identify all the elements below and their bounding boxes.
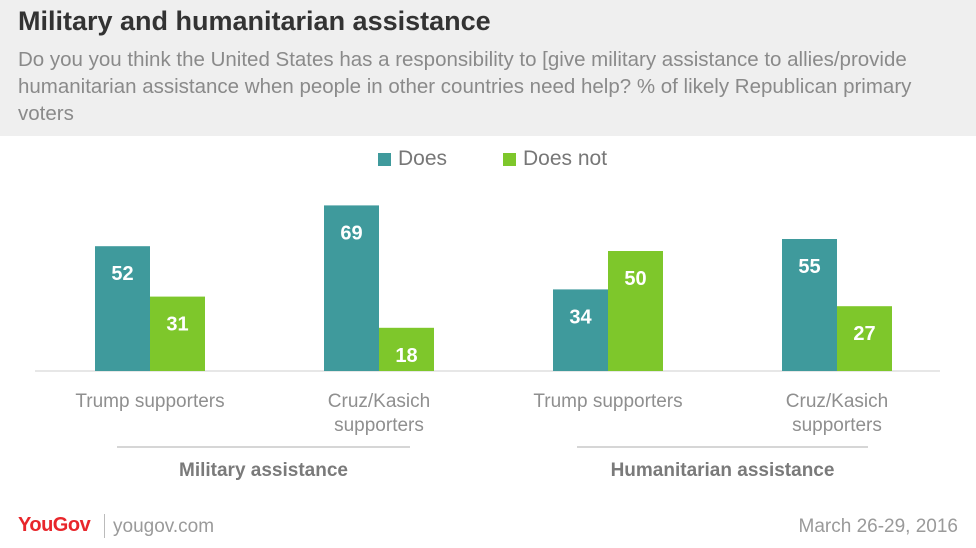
bar-does-not-2 <box>379 327 434 371</box>
data-label-does-not-3: 50 <box>624 268 646 290</box>
category-label-4-line-1: Cruz/Kasich <box>786 391 888 412</box>
data-label-does-2: 69 <box>340 222 362 244</box>
bar-does-2 <box>324 205 379 371</box>
legend-label-does: Does <box>398 147 448 170</box>
chart-title: Military and humanitarian assistance <box>18 6 491 36</box>
category-label-1-line-1: Trump supporters <box>75 391 224 412</box>
data-label-does-not-2: 18 <box>395 345 417 367</box>
data-label-does-not-4: 27 <box>853 323 875 345</box>
category-label-2-line-1: Cruz/Kasich <box>328 391 430 412</box>
legend-item-does: Does <box>378 147 447 171</box>
bar-does-1 <box>95 246 150 371</box>
chart-subtitle: Do you you think the United States has a… <box>18 48 912 125</box>
data-label-does-not-1: 31 <box>166 314 188 336</box>
legend-item-does-not: Does not <box>503 147 607 171</box>
category-label-4-line-2: supporters <box>792 415 882 436</box>
data-label-does-3: 34 <box>569 306 592 328</box>
category-label-3-line-1: Trump supporters <box>533 391 682 412</box>
legend-swatch-does-not <box>503 152 516 166</box>
group-label-2: Humanitarian assistance <box>611 460 835 481</box>
group-label-1: Military assistance <box>179 460 348 481</box>
legend-label-does-not: Does not <box>523 147 608 170</box>
bar-does-4 <box>782 239 837 371</box>
footer-date: March 26-29, 2016 <box>798 516 959 537</box>
data-label-does-1: 52 <box>111 263 133 285</box>
yougov-logo: YouGov <box>18 514 91 536</box>
bar-does-not-4 <box>837 306 892 371</box>
bar-chart: 52 69 34 55 31 18 50 27 Trump supporters Cruz/Kas… <box>35 205 940 481</box>
header-band: Military and humanitarian assistance Do … <box>0 0 976 136</box>
bar-does-not-3 <box>608 251 663 371</box>
footer-divider <box>104 514 105 538</box>
bar-does-3 <box>553 289 608 371</box>
bar-does-not-1 <box>150 296 205 371</box>
legend-swatch-does <box>378 152 391 166</box>
data-label-does-4: 55 <box>798 256 820 278</box>
category-label-2-line-2: supporters <box>334 415 424 436</box>
footer-site: yougov.com <box>113 516 215 537</box>
